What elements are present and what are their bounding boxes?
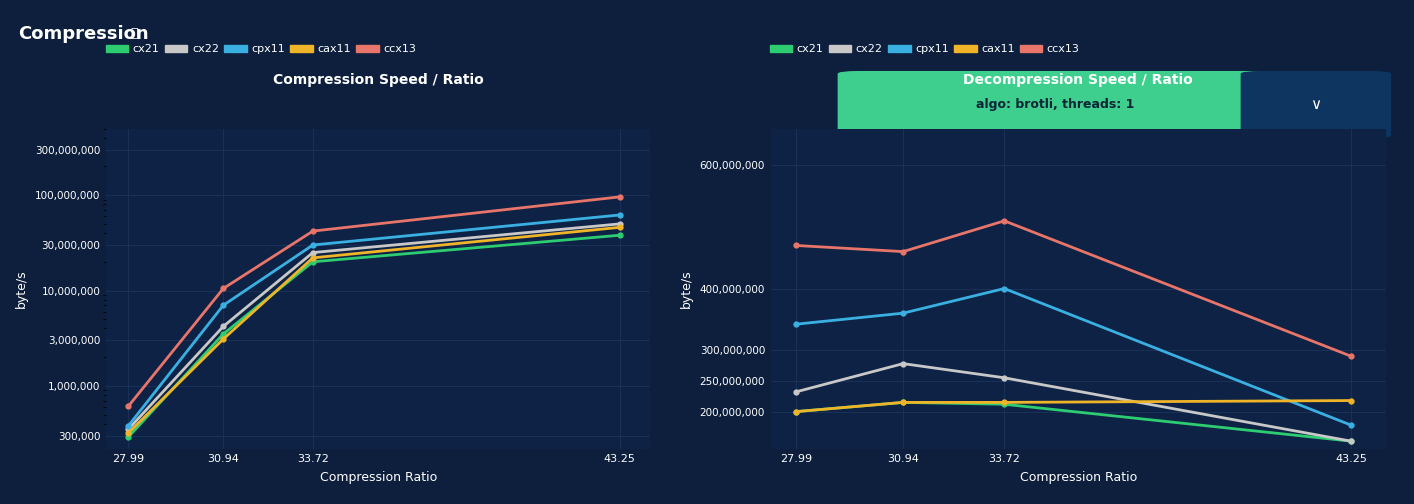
- X-axis label: Compression Ratio: Compression Ratio: [1019, 471, 1137, 484]
- Title: Decompression Speed / Ratio: Decompression Speed / Ratio: [963, 73, 1193, 87]
- Text: Compression: Compression: [18, 25, 148, 43]
- Text: ∨: ∨: [1311, 97, 1322, 112]
- Legend: cx21, cx22, cpx11, cax11, ccx13: cx21, cx22, cpx11, cax11, ccx13: [106, 44, 416, 54]
- Text: algo: brotli, threads: 1: algo: brotli, threads: 1: [976, 98, 1134, 111]
- Y-axis label: byte/s: byte/s: [16, 269, 28, 308]
- FancyBboxPatch shape: [1240, 71, 1391, 138]
- X-axis label: Compression Ratio: Compression Ratio: [320, 471, 437, 484]
- Legend: cx21, cx22, cpx11, cax11, ccx13: cx21, cx22, cpx11, cax11, ccx13: [771, 44, 1080, 54]
- Text: ⓘ: ⓘ: [130, 27, 137, 40]
- Title: Compression Speed / Ratio: Compression Speed / Ratio: [273, 73, 484, 87]
- Y-axis label: byte/s: byte/s: [680, 269, 693, 308]
- FancyBboxPatch shape: [837, 71, 1273, 138]
